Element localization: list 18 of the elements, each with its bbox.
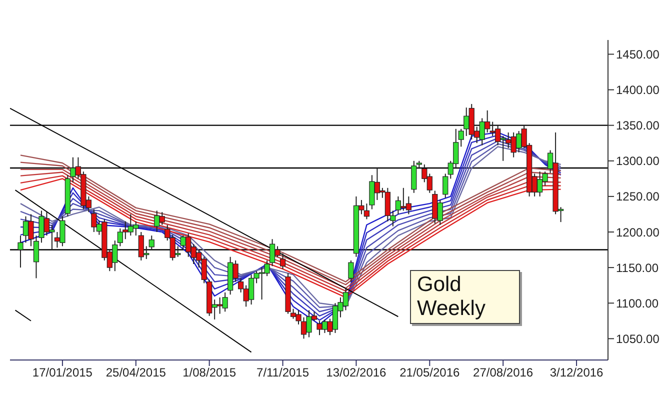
x-tick-label: 27/08/2016	[473, 366, 534, 380]
y-tick-label: 1300.00	[616, 154, 660, 168]
x-tick-label: 21/05/2016	[400, 366, 460, 380]
x-tick-label: 25/04/2015	[106, 366, 166, 380]
y-tick-label: 1250.00	[616, 190, 660, 204]
x-tick-label: 3/12/2016	[550, 366, 604, 380]
y-tick-label: 1150.00	[616, 260, 659, 275]
x-tick-label: 1/08/2015	[182, 366, 236, 380]
annotation: Gold Weekly	[410, 270, 520, 324]
y-tick-label: 1350.00	[616, 118, 660, 133]
y-tick-label: 1200.00	[616, 225, 660, 240]
x-tick-label: 17/01/2015	[32, 366, 93, 380]
x-tick-label: 13/02/2016	[326, 366, 387, 380]
x-tick-label: 7/11/2015	[256, 366, 310, 380]
y-tick-label: 1450.00	[616, 47, 660, 62]
y-tick-label: 1100.00	[616, 296, 659, 310]
y-tick-label: 1050.00	[616, 332, 660, 346]
y-tick-label: 1400.00	[616, 83, 660, 98]
